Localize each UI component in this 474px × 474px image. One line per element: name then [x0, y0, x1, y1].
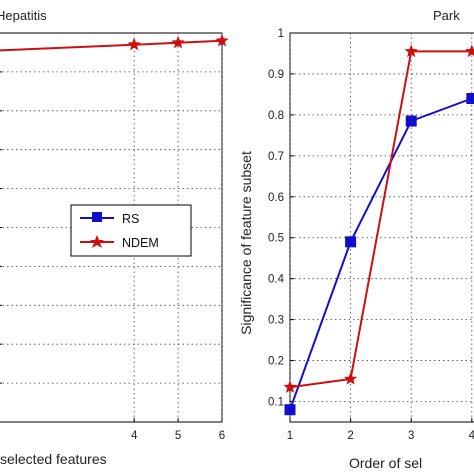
right-y-tick-label: 1	[278, 28, 284, 40]
legend: RS NDEM	[70, 204, 192, 257]
right-x-tick-label: 1	[287, 430, 293, 442]
left-x-ticks: 4 5 6	[131, 430, 225, 442]
right-series-rs-point	[345, 236, 357, 248]
right-y-tick-label: 0.3	[268, 315, 284, 327]
right-x-axis-label: Order of sel	[349, 455, 422, 471]
legend-box	[70, 204, 192, 257]
right-series-ndem-point	[404, 44, 418, 58]
right-series-rs-line	[289, 96, 474, 411]
right-series	[283, 44, 474, 416]
left-x-tick-label: 6	[219, 430, 225, 442]
legend-rs-label: RS	[122, 212, 139, 226]
right-y-tick-label: 0.9	[268, 69, 284, 81]
legend-ndem-marker	[90, 235, 104, 248]
right-y-tick-label: 0.7	[268, 151, 284, 163]
right-y-tick-label: 0.1	[268, 397, 284, 409]
right-y-tick-label: 0.8	[268, 110, 284, 122]
right-chart-title: Park	[433, 8, 460, 23]
right-plot-frame	[289, 32, 474, 423]
left-series-ndem-line	[0, 39, 223, 52]
left-x-tick-label: 4	[131, 430, 138, 442]
right-series-ndem-point	[283, 380, 297, 393]
left-series-ndem-point	[171, 35, 185, 49]
legend-ndem-label: NDEM	[122, 236, 159, 250]
left-series	[0, 33, 229, 52]
right-series-ndem-point	[343, 372, 358, 385]
right-y-tick-label: 0.2	[268, 356, 284, 368]
legend-rs-marker	[92, 212, 102, 222]
right-y-tick-label: 0.4	[268, 274, 285, 286]
right-series-rs-point	[466, 93, 474, 105]
right-x-ticks: 1 2 3 4	[287, 430, 474, 442]
right-x-tick-label: 4	[469, 430, 474, 442]
right-x-tick-label: 3	[408, 430, 414, 442]
left-series-ndem-point	[127, 37, 141, 51]
right-series-rs-point	[284, 404, 296, 416]
left-series-ndem-point	[215, 33, 229, 47]
right-y-axis-label: Significance of feature subset	[238, 151, 254, 335]
right-y-tick-label: 0.6	[268, 192, 284, 204]
right-series-rs-point	[405, 115, 417, 127]
right-grid	[289, 33, 474, 422]
left-x-tick-label: 5	[175, 430, 181, 442]
park-panel: Park 0.1 0.2 0.3 0.4 0.5 0.6 0.7 0.8 0.9 1 1 2 3 4 S…	[238, 8, 474, 471]
right-y-ticks: 0.1 0.2 0.3 0.4 0.5 0.6 0.7 0.8 0.9 1	[268, 28, 285, 409]
right-x-tick-label: 2	[347, 430, 353, 442]
left-x-axis-label: selected features	[0, 451, 107, 467]
right-series-ndem-line	[289, 50, 474, 389]
right-y-tick-label: 0.5	[268, 233, 284, 245]
right-series-ndem-point	[465, 44, 474, 58]
left-chart-title: Hepatitis	[0, 8, 47, 23]
hepatitis-panel: Hepatitis 4 5 6 selected features RS NDEM	[0, 8, 229, 467]
